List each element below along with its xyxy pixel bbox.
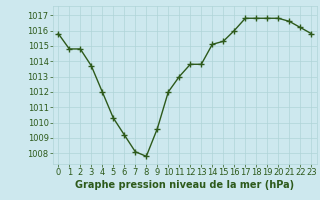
X-axis label: Graphe pression niveau de la mer (hPa): Graphe pression niveau de la mer (hPa) [75,180,294,190]
